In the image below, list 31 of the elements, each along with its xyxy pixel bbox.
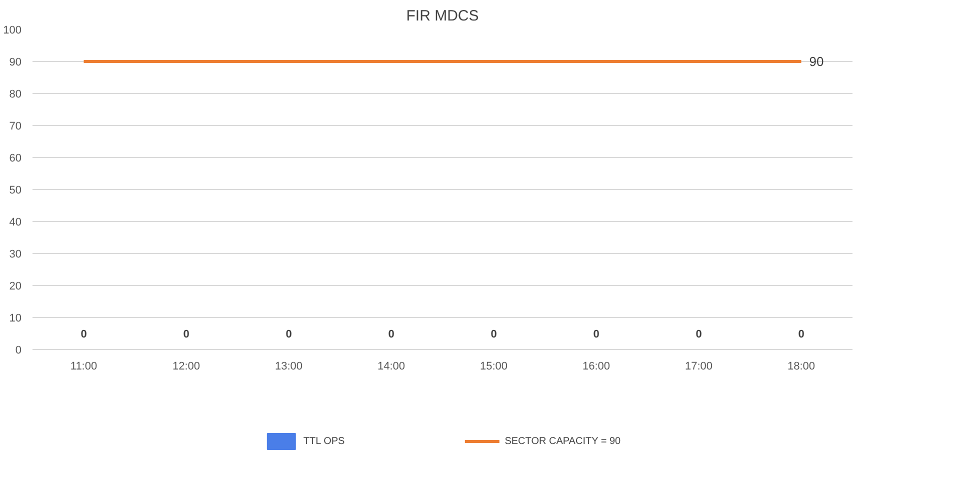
x-tick-label: 12:00: [172, 360, 200, 372]
data-label: 90: [809, 54, 824, 69]
y-tick-label: 20: [9, 280, 22, 292]
y-tick-label: 50: [9, 184, 22, 196]
x-tick-label: 18:00: [787, 360, 816, 372]
y-tick-label: 40: [9, 216, 22, 228]
y-tick-label: 30: [9, 248, 22, 260]
legend-label: TTL OPS: [303, 436, 345, 447]
x-tick-label: 13:00: [274, 360, 303, 372]
data-label: 0: [593, 328, 600, 340]
x-tick-label: 14:00: [377, 360, 406, 372]
y-tick-label: 90: [9, 56, 22, 68]
data-label: 0: [80, 328, 87, 340]
data-label: 0: [696, 328, 702, 340]
data-label: 0: [286, 328, 292, 340]
y-tick-label: 10: [9, 312, 22, 324]
data-label: 0: [183, 328, 190, 340]
x-tick-label: 17:00: [684, 360, 713, 372]
data-label: 0: [798, 328, 804, 340]
x-tick-label: 16:00: [582, 360, 610, 372]
y-tick-label: 80: [9, 88, 22, 100]
legend-label: SECTOR CAPACITY = 90: [504, 436, 621, 447]
data-label: 0: [490, 328, 497, 340]
y-tick-label: 60: [9, 152, 22, 164]
y-tick-label: 100: [3, 24, 22, 36]
chart-title: FIR MDCS: [406, 8, 479, 24]
y-tick-label: 0: [15, 344, 22, 356]
x-tick-label: 11:00: [70, 360, 98, 372]
y-tick-label: 70: [9, 120, 22, 132]
data-label: 0: [388, 328, 394, 340]
x-tick-label: 15:00: [480, 360, 508, 372]
